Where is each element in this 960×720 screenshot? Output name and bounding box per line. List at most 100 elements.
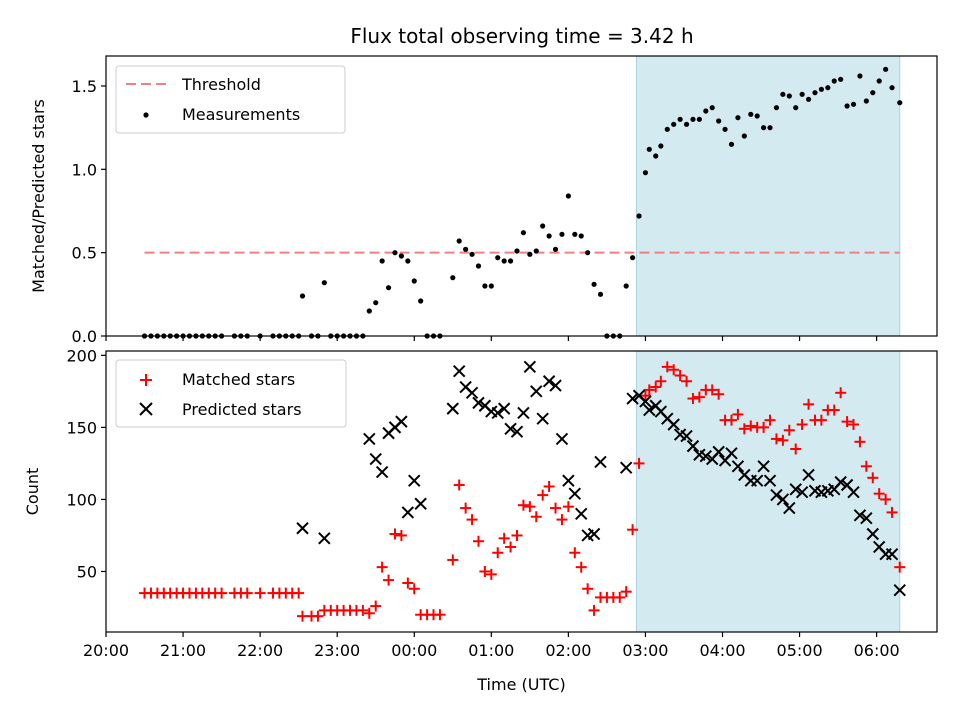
predicted-point <box>414 497 427 510</box>
measurement-point <box>709 105 715 111</box>
measurement-point <box>463 246 469 252</box>
measurement-point <box>366 308 372 314</box>
measurement-point <box>735 115 741 121</box>
predicted-point <box>763 474 777 487</box>
measurement-point <box>646 146 652 152</box>
predicted-point <box>318 532 331 545</box>
matched-point <box>537 489 549 501</box>
predicted-point <box>834 475 847 489</box>
predicted-point <box>523 360 537 374</box>
measurement-point <box>780 91 786 97</box>
measurement-point <box>677 116 683 122</box>
matched-point <box>790 443 802 455</box>
predicted-point <box>643 403 656 417</box>
x-tick-label: 04:00 <box>699 641 745 660</box>
matched-point <box>505 541 517 553</box>
matched-point <box>524 501 536 513</box>
legend-threshold-label: Threshold <box>181 75 261 94</box>
matched-point <box>370 600 382 612</box>
predicted-point <box>699 449 713 463</box>
measurement-point <box>495 255 501 261</box>
x-tick-label: 01:00 <box>468 641 514 660</box>
measurement-point <box>883 66 889 72</box>
top-legend: Threshold Measurements <box>115 65 346 134</box>
matched-point <box>627 524 639 536</box>
matched-point <box>620 586 632 598</box>
matched-point <box>681 375 693 387</box>
predicted-point <box>401 506 415 519</box>
bottom-y-tick-label: 150 <box>66 418 97 437</box>
matched-point <box>588 604 600 616</box>
measurement-point <box>825 85 831 91</box>
matched-point <box>543 480 555 492</box>
legend-matched-swatch <box>140 374 152 386</box>
legend-matched-label: Matched stars <box>182 370 295 389</box>
predicted-point <box>853 509 867 522</box>
measurement-point <box>876 78 882 84</box>
predicted-point <box>802 468 815 482</box>
matched-point <box>479 565 491 577</box>
matched-point <box>216 587 228 599</box>
predicted-point <box>465 386 479 399</box>
matched-point <box>492 547 504 559</box>
matched-point <box>562 501 574 513</box>
predicted-point <box>885 547 899 561</box>
measurement-point <box>565 193 571 199</box>
bottom-axes-frame <box>105 350 938 633</box>
matched-point <box>854 436 866 448</box>
measurement-point <box>405 258 411 264</box>
measurement-point <box>690 116 696 122</box>
predicted-point <box>510 425 524 438</box>
predicted-point <box>549 379 562 392</box>
predicted-point <box>562 474 575 487</box>
matched-point <box>873 488 885 500</box>
predicted-point <box>536 412 549 425</box>
predicted-point <box>472 396 485 410</box>
measurement-point <box>450 275 456 281</box>
predicted-point <box>770 488 783 502</box>
matched-point <box>633 457 645 469</box>
matched-point <box>408 583 420 595</box>
matched-point <box>828 404 840 416</box>
matched-point <box>383 574 395 586</box>
measurement-point <box>572 231 578 237</box>
measurement-point <box>321 280 327 286</box>
predicted-point <box>530 385 543 398</box>
measurement-point <box>767 125 773 131</box>
matched-point <box>745 420 757 432</box>
bottom-y-ticks: 50 100 150 200 <box>66 346 106 581</box>
matched-point <box>860 460 872 472</box>
measurement-point <box>527 251 533 257</box>
predicted-point <box>369 452 382 466</box>
measurement-point <box>658 143 664 149</box>
predicted-point <box>639 395 652 408</box>
measurement-point <box>838 76 844 82</box>
predicted-point <box>712 445 725 459</box>
measurement-point <box>552 246 559 252</box>
x-tick-label: 03:00 <box>622 641 668 660</box>
predicted-point <box>866 527 879 541</box>
matched-point <box>395 529 407 541</box>
matched-point <box>655 375 667 387</box>
measurement-point <box>559 231 565 237</box>
matched-point <box>777 434 789 446</box>
x-axis-label: Time (UTC) <box>476 675 565 694</box>
measurement-point <box>578 233 584 239</box>
predicted-point <box>626 392 639 405</box>
predicted-point <box>375 465 389 479</box>
bottom-y-tick-label: 200 <box>66 346 97 365</box>
x-tick-label: 05:00 <box>777 641 823 660</box>
chart-title: Flux total observing time = 3.42 h <box>350 24 693 48</box>
predicted-point <box>296 522 309 535</box>
measurement-point <box>373 300 379 306</box>
predicted-point <box>893 584 906 597</box>
measurement-point <box>501 258 507 264</box>
legend-measurements-label: Measurements <box>182 105 300 124</box>
measurement-point <box>683 121 690 127</box>
matched-point <box>643 384 655 396</box>
matched-point <box>466 514 478 526</box>
matched-point <box>835 387 847 399</box>
bottom-y-axis-label: Count <box>23 468 42 516</box>
predicted-point <box>542 375 556 388</box>
measurement-point <box>642 170 649 176</box>
